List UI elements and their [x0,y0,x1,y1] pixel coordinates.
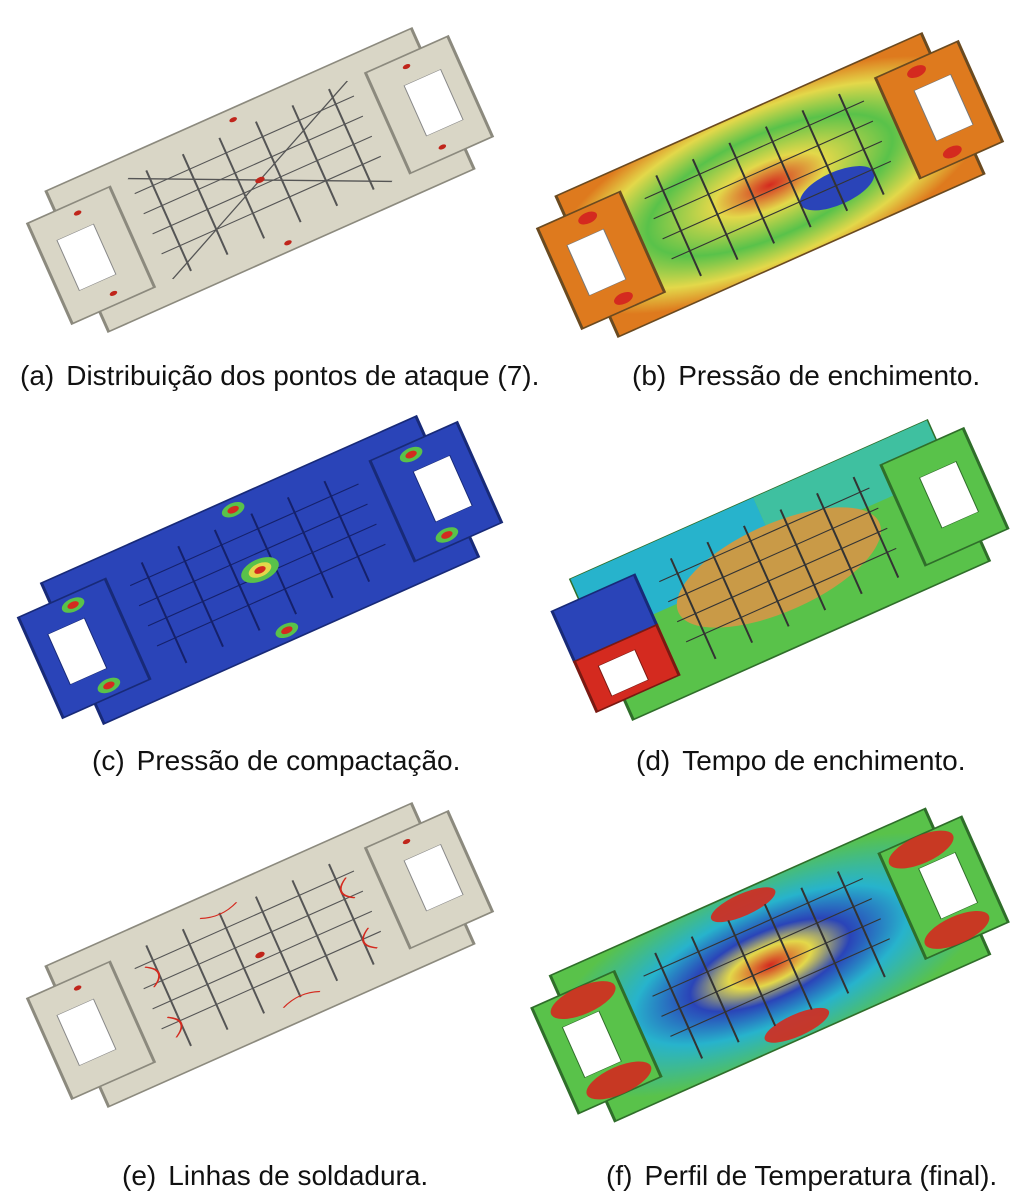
caption-c-tag: (c) [92,745,125,776]
caption-d: (d) Tempo de enchimento. [636,745,966,777]
pallet-model-temperature [530,807,1010,1123]
caption-c-text: Pressão de compactação. [136,745,461,776]
panel-e-image [20,790,500,1120]
caption-a: (a) Distribuição dos pontos de ataque (7)… [20,360,539,392]
caption-d-tag: (d) [636,745,671,776]
caption-f-tag: (f) [606,1160,633,1191]
pallet-model-weld-lines [25,801,495,1109]
caption-b: (b) Pressão de enchimento. [632,360,980,392]
caption-d-text: Tempo de enchimento. [682,745,966,776]
panel-d-image [545,405,1015,735]
caption-b-tag: (b) [632,360,667,391]
panel-f-image [525,790,1015,1140]
caption-a-tag: (a) [20,360,55,391]
caption-f: (f) Perfil de Temperatura (final). [606,1160,997,1192]
panel-b-image [530,20,1010,350]
caption-c: (c) Pressão de compactação. [92,745,460,777]
pallet-model-plain [25,26,495,334]
caption-e: (e) Linhas de soldadura. [122,1160,428,1192]
caption-b-text: Pressão de enchimento. [678,360,981,391]
pallet-model-pack-pressure [16,414,504,726]
panel-a-image [20,20,500,340]
pallet-model-fill-time [550,418,1010,722]
panel-c-image [10,405,510,735]
caption-e-tag: (e) [122,1160,157,1191]
pallet-model-fill-pressure [535,31,1005,339]
caption-a-text: Distribuição dos pontos de ataque (7). [66,360,540,391]
caption-e-text: Linhas de soldadura. [168,1160,429,1191]
caption-f-text: Perfil de Temperatura (final). [644,1160,998,1191]
